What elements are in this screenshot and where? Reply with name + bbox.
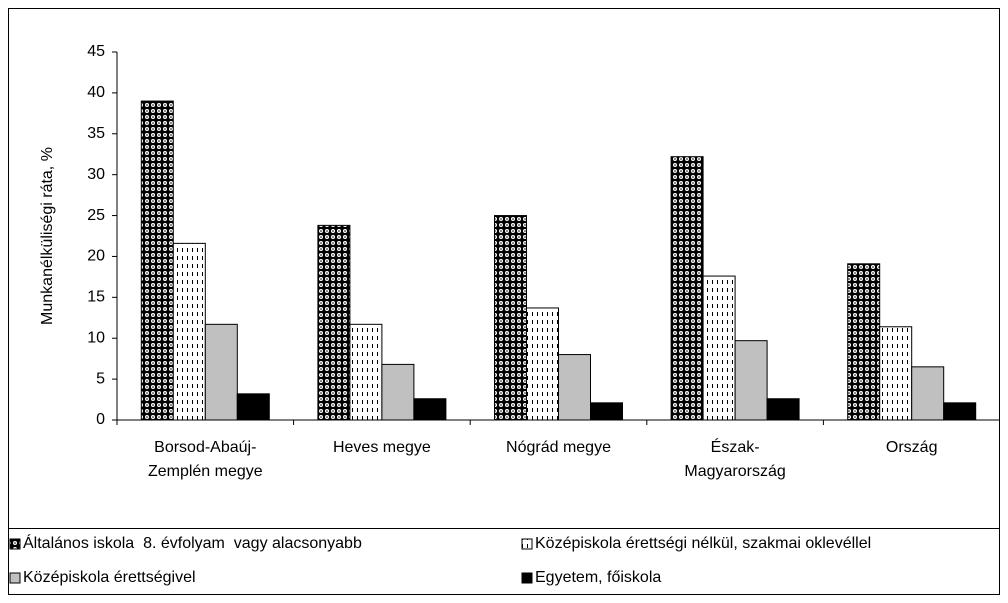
bar	[317, 224, 351, 421]
bar	[526, 307, 559, 421]
x-tick-label: Heves megye	[332, 439, 431, 456]
y-axis-label: Munkanélküliségi ráta, %	[39, 147, 56, 325]
bar	[236, 393, 270, 421]
y-tick-label: 40	[87, 84, 105, 101]
y-tick-label: 20	[87, 248, 105, 265]
bar	[847, 263, 881, 421]
bar	[911, 366, 945, 421]
x-tick-label: Nógrád megye	[506, 439, 611, 456]
bar	[590, 402, 623, 421]
bar	[766, 398, 800, 421]
bar	[381, 363, 415, 421]
bar	[943, 402, 977, 421]
legend-marker	[9, 572, 21, 584]
y-tick-label: 25	[87, 207, 105, 224]
bar	[494, 215, 527, 421]
bar	[879, 326, 913, 421]
bar	[140, 100, 174, 421]
bar	[558, 354, 591, 421]
legend-label: Középiskola érettségivel	[23, 569, 196, 586]
bar	[670, 156, 704, 421]
legend-marker	[521, 572, 533, 584]
bar	[172, 242, 206, 421]
bar	[413, 398, 447, 421]
x-tick-label: Borsod-Abaúj-Zemplén megye	[147, 439, 263, 480]
legend-marker	[521, 538, 533, 550]
y-tick-label: 35	[87, 125, 105, 142]
y-tick-label: 30	[87, 166, 105, 183]
bar	[734, 340, 768, 421]
legend-label: Általános iskola 8. évfolyam vagy alacso…	[23, 533, 362, 552]
y-tick-label: 5	[96, 370, 105, 387]
bar	[204, 323, 238, 421]
bar	[349, 323, 383, 421]
legend-label: Középiskola érettségi nélkül, szakmai ok…	[535, 535, 871, 552]
y-tick-label: 10	[87, 329, 105, 346]
y-tick-label: 15	[87, 289, 105, 306]
y-tick-label: 45	[87, 43, 105, 60]
chart-border	[8, 8, 1000, 595]
x-tick-label: Ország	[885, 439, 938, 456]
legend-marker	[9, 538, 21, 550]
bar	[702, 275, 736, 421]
legend-label: Egyetem, főiskola	[535, 569, 661, 586]
y-tick-label: 0	[96, 411, 105, 428]
x-tick-label: Észak-Magyarország	[684, 439, 786, 480]
